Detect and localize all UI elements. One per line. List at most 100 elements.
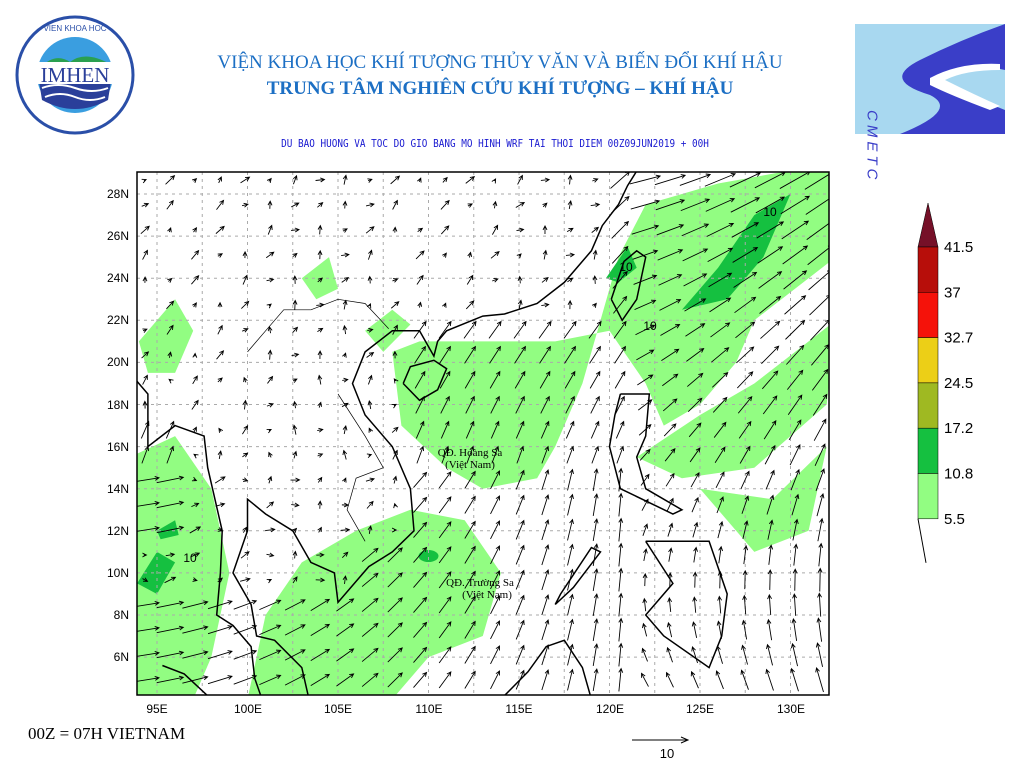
wind-arrow bbox=[415, 395, 425, 414]
wind-arrow bbox=[685, 323, 706, 337]
wind-arrow bbox=[259, 624, 282, 636]
wind-arrow bbox=[217, 324, 223, 335]
wind-arrow bbox=[267, 325, 273, 334]
wind-arrow bbox=[242, 250, 248, 259]
wind-arrow bbox=[636, 349, 655, 361]
wind-arrow bbox=[290, 477, 301, 483]
map-frame bbox=[136, 171, 830, 696]
wind-arrow bbox=[633, 274, 658, 285]
wind-arrow bbox=[516, 445, 525, 464]
wind-arrow bbox=[310, 648, 331, 661]
wind-arrow bbox=[489, 370, 501, 389]
wind-arrow bbox=[218, 427, 224, 433]
wind-arrow bbox=[741, 644, 748, 665]
wind-arrow bbox=[438, 471, 452, 489]
wind-arrow bbox=[743, 544, 749, 565]
wind-arrow bbox=[240, 551, 250, 559]
wind-arrow bbox=[709, 297, 732, 313]
wind-arrow bbox=[182, 675, 209, 684]
wind-5-5-area bbox=[365, 309, 411, 352]
wind-arrow bbox=[490, 645, 500, 665]
wind-arrow bbox=[567, 593, 574, 616]
wind-arrow bbox=[367, 249, 373, 260]
lon-label: 130E bbox=[777, 702, 805, 716]
wind-arrow bbox=[591, 226, 600, 233]
wind-arrow bbox=[490, 545, 500, 565]
wind-arrow bbox=[166, 324, 174, 335]
wind-arrow bbox=[317, 327, 324, 333]
wind-arrow bbox=[708, 272, 733, 288]
wind-arrow bbox=[317, 350, 323, 359]
wind-arrow bbox=[366, 453, 373, 459]
wind-arrow bbox=[592, 643, 599, 666]
hoang-sa-label: QĐ. Hoàng Sa bbox=[438, 447, 503, 459]
wind-arrow bbox=[541, 494, 550, 516]
wind-arrow bbox=[710, 322, 731, 338]
coastline bbox=[503, 639, 591, 695]
wind-arrow bbox=[515, 494, 525, 515]
wind-arrow bbox=[266, 277, 275, 283]
wind-arrow bbox=[342, 174, 348, 185]
wind-arrow bbox=[516, 227, 525, 233]
wind-arrow bbox=[712, 371, 729, 388]
wind-arrow bbox=[266, 429, 272, 434]
wind-arrow bbox=[192, 302, 197, 308]
wind-arrow bbox=[759, 295, 782, 314]
wind-arrow bbox=[465, 300, 475, 310]
wind-arrow bbox=[438, 671, 452, 689]
wind-arrow bbox=[666, 621, 673, 638]
wind-arrow bbox=[618, 567, 624, 592]
wind-arrow bbox=[240, 176, 251, 184]
wind-arrow bbox=[592, 618, 599, 641]
wind-arrow bbox=[342, 352, 347, 358]
wind-arrow bbox=[514, 370, 526, 389]
lon-label: 115E bbox=[505, 702, 532, 716]
wind-arrow bbox=[137, 651, 160, 657]
wind-arrow bbox=[740, 669, 749, 690]
wind-arrow bbox=[780, 195, 811, 215]
wind-arrow bbox=[815, 667, 824, 693]
wind-arrow bbox=[241, 202, 249, 208]
wind-arrow bbox=[567, 668, 574, 691]
wind-arrow bbox=[216, 350, 225, 360]
wind-arrow bbox=[441, 445, 450, 464]
legend-swatch bbox=[917, 337, 939, 384]
wind-arrow bbox=[467, 203, 473, 208]
wind-arrow bbox=[191, 177, 198, 184]
wind-arrow bbox=[259, 674, 282, 686]
wind-arrow bbox=[292, 527, 298, 533]
wind-arrow bbox=[284, 649, 306, 661]
wind-arrow bbox=[590, 202, 601, 208]
wind-arrow bbox=[291, 352, 300, 358]
wind-arrow bbox=[788, 419, 802, 441]
wind-arrow bbox=[464, 645, 476, 664]
wind-arrow bbox=[817, 592, 822, 617]
wind-arrow bbox=[782, 245, 809, 265]
wind-arrow bbox=[217, 253, 224, 258]
wind-arrow bbox=[393, 502, 398, 509]
wind-arrow bbox=[361, 572, 379, 587]
wind-arrow bbox=[267, 349, 273, 360]
wind-arrow bbox=[791, 493, 800, 516]
wind-arrow bbox=[682, 248, 709, 262]
timezone-note: 00Z = 07H VIETNAM bbox=[28, 724, 186, 743]
wind-arrow bbox=[367, 275, 373, 284]
wind-arrow bbox=[316, 302, 325, 308]
wind-arrow bbox=[567, 518, 574, 541]
wind-arrow bbox=[715, 471, 725, 489]
wind-arrow bbox=[618, 667, 624, 692]
wind-arrow bbox=[207, 650, 233, 660]
wind-arrow bbox=[515, 619, 525, 640]
wind-speed-shading bbox=[137, 172, 829, 695]
wind-arrow bbox=[242, 274, 248, 285]
wind-arrow bbox=[711, 347, 730, 363]
wind-arrow bbox=[515, 519, 525, 540]
legend-level-label: 5.5 bbox=[944, 511, 965, 528]
wind-arrow bbox=[164, 576, 177, 584]
wind-arrow bbox=[742, 569, 748, 590]
lon-label: 120E bbox=[596, 702, 624, 716]
wind-arrow bbox=[292, 550, 298, 559]
wind-arrow bbox=[689, 447, 701, 463]
wind-arrow bbox=[466, 445, 475, 464]
wind-arrow bbox=[592, 668, 599, 691]
